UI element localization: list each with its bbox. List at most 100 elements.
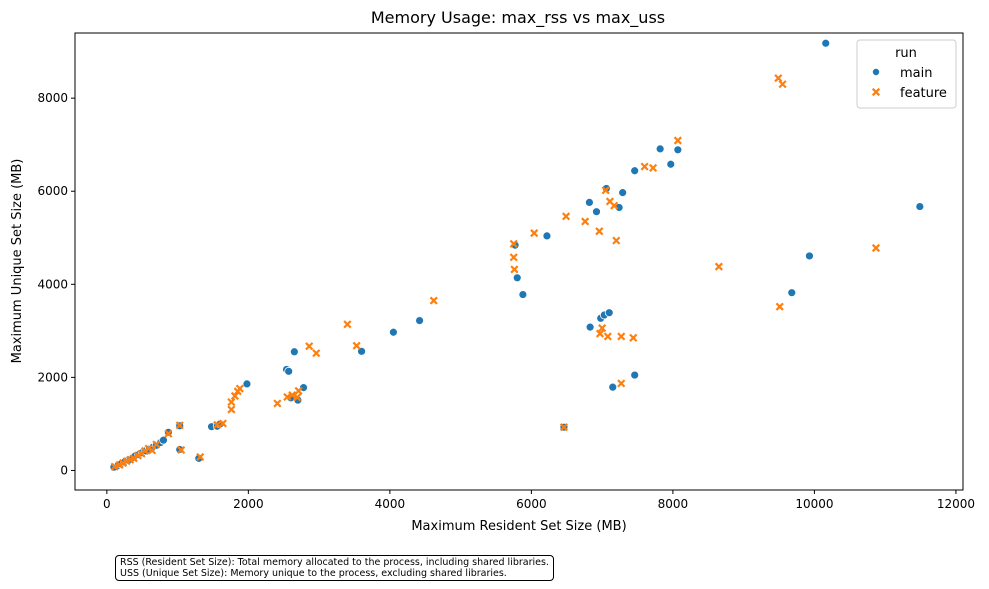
x-tick-label: 4000 xyxy=(375,497,406,511)
point-feature xyxy=(617,379,626,388)
point-main xyxy=(805,251,814,261)
point-main xyxy=(821,38,831,48)
y-tick-label: 4000 xyxy=(37,277,68,291)
point-feature xyxy=(273,399,282,408)
point-main xyxy=(585,322,595,332)
legend-title: run xyxy=(895,46,917,61)
point-feature xyxy=(227,405,236,414)
point-feature xyxy=(629,333,638,342)
chart-title: Memory Usage: max_rss vs max_uss xyxy=(371,8,665,28)
point-feature xyxy=(343,320,352,329)
y-tick-label: 8000 xyxy=(37,91,68,105)
point-feature xyxy=(559,423,569,432)
point-feature xyxy=(714,262,723,271)
legend-marker-feature xyxy=(871,87,881,97)
point-main xyxy=(299,383,308,393)
point-feature xyxy=(288,390,297,400)
point-main xyxy=(389,327,398,337)
plot-area xyxy=(109,38,925,472)
point-feature xyxy=(509,253,518,262)
x-axis-label: Maximum Resident Set Size (MB) xyxy=(411,519,626,534)
x-tick-label: 10000 xyxy=(795,497,833,511)
rss-definition: RSS (Resident Set Size): Total memory al… xyxy=(120,557,549,568)
point-feature xyxy=(312,349,321,358)
y-axis-label: Maximum Unique Set Size (MB) xyxy=(10,159,25,364)
x-tick-label: 6000 xyxy=(516,497,547,511)
point-feature xyxy=(235,384,244,393)
legend: run main feature xyxy=(856,39,957,109)
point-main xyxy=(618,188,628,198)
point-main xyxy=(655,144,665,154)
point-feature xyxy=(649,163,658,173)
point-feature xyxy=(352,341,361,350)
point-feature xyxy=(110,462,119,471)
point-feature xyxy=(601,186,610,195)
x-tick-label: 0 xyxy=(103,497,111,511)
point-main xyxy=(585,197,594,207)
point-feature xyxy=(530,229,539,238)
point-feature xyxy=(595,329,605,338)
point-feature xyxy=(509,239,518,248)
point-main xyxy=(592,207,601,217)
point-feature xyxy=(177,445,186,455)
point-feature xyxy=(871,243,881,253)
point-feature xyxy=(510,265,519,274)
point-main xyxy=(284,366,294,376)
definitions-note: RSS (Resident Set Size): Total memory al… xyxy=(115,555,554,581)
x-tick-label: 2000 xyxy=(233,497,264,511)
point-main xyxy=(608,382,618,392)
point-main xyxy=(604,308,614,318)
x-axis: 0 2000 4000 6000 8000 10000 12000 xyxy=(103,490,975,511)
point-main xyxy=(666,159,676,169)
point-feature xyxy=(610,201,619,210)
point-feature xyxy=(148,446,157,455)
y-axis: 0 2000 4000 6000 8000 xyxy=(37,91,75,477)
point-main xyxy=(159,435,168,445)
point-main xyxy=(242,379,252,389)
point-feature xyxy=(581,217,590,226)
point-feature xyxy=(213,420,222,429)
plot-frame xyxy=(74,32,964,491)
point-feature xyxy=(603,332,612,341)
point-main xyxy=(415,316,424,326)
point-feature xyxy=(561,212,571,221)
point-feature xyxy=(152,440,161,449)
point-feature xyxy=(196,452,205,462)
point-feature xyxy=(778,80,787,89)
point-feature xyxy=(294,386,303,395)
point-feature xyxy=(164,429,173,438)
legend-label-feature: feature xyxy=(900,86,947,101)
point-feature xyxy=(774,74,783,83)
point-main xyxy=(542,231,552,241)
point-feature xyxy=(640,162,649,171)
y-tick-label: 0 xyxy=(60,463,68,477)
x-tick-label: 8000 xyxy=(658,497,689,511)
point-feature xyxy=(673,136,682,145)
point-main xyxy=(518,290,528,299)
point-feature xyxy=(617,332,626,341)
point-main xyxy=(673,145,683,155)
x-tick-label: 12000 xyxy=(937,497,975,511)
point-feature xyxy=(218,419,227,428)
legend-box xyxy=(856,39,957,109)
point-feature xyxy=(429,296,438,305)
point-feature xyxy=(227,397,236,407)
point-main xyxy=(512,273,522,283)
point-feature xyxy=(775,302,784,311)
legend-marker-main xyxy=(872,68,881,77)
y-tick-label: 2000 xyxy=(37,370,68,384)
point-feature xyxy=(305,342,314,351)
point-feature xyxy=(612,236,621,245)
point-main xyxy=(630,370,640,380)
point-feature xyxy=(595,227,604,236)
point-feature xyxy=(293,393,302,402)
point-main xyxy=(289,347,299,357)
legend-label-main: main xyxy=(900,66,932,81)
uss-definition: USS (Unique Set Size): Memory unique to … xyxy=(120,568,507,579)
point-feature xyxy=(283,392,292,402)
point-feature xyxy=(230,391,239,401)
point-main xyxy=(915,202,925,211)
point-main xyxy=(630,166,640,176)
point-feature xyxy=(175,421,184,430)
